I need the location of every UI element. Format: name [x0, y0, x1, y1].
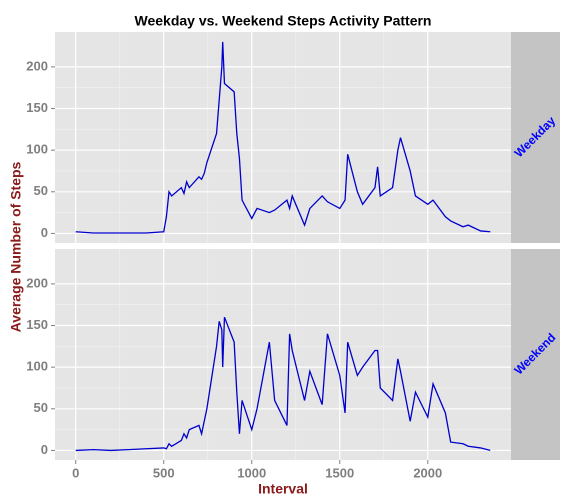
strip-background — [511, 249, 560, 460]
line — [75, 316, 491, 452]
y-tick-label: 0 — [41, 442, 48, 457]
panel-background — [55, 32, 511, 243]
y-tick-label: 100 — [26, 359, 48, 374]
x-tick-label: 1500 — [325, 465, 354, 480]
chart-title: Weekday vs. Weekend Steps Activity Patte… — [135, 13, 432, 29]
x-tick-label: 2000 — [413, 465, 442, 480]
y-axis-label: Average Number of Steps — [8, 161, 24, 332]
x-tick-label: 500 — [153, 465, 175, 480]
x-tick-label: 1000 — [237, 465, 266, 480]
y-tick-label: 200 — [26, 58, 48, 73]
x-tick-label: 0 — [72, 465, 79, 480]
y-tick-label: 0 — [41, 225, 48, 240]
y-tick-label: 150 — [26, 100, 48, 115]
y-tick-label: 150 — [26, 317, 48, 332]
panel-background — [55, 249, 511, 460]
line — [75, 41, 491, 234]
y-tick-label: 50 — [34, 183, 48, 198]
y-tick-label: 100 — [26, 142, 48, 157]
strip-background — [511, 32, 560, 243]
x-axis-label: Interval — [258, 481, 308, 497]
y-tick-label: 50 — [34, 400, 48, 415]
y-tick-label: 200 — [26, 275, 48, 290]
